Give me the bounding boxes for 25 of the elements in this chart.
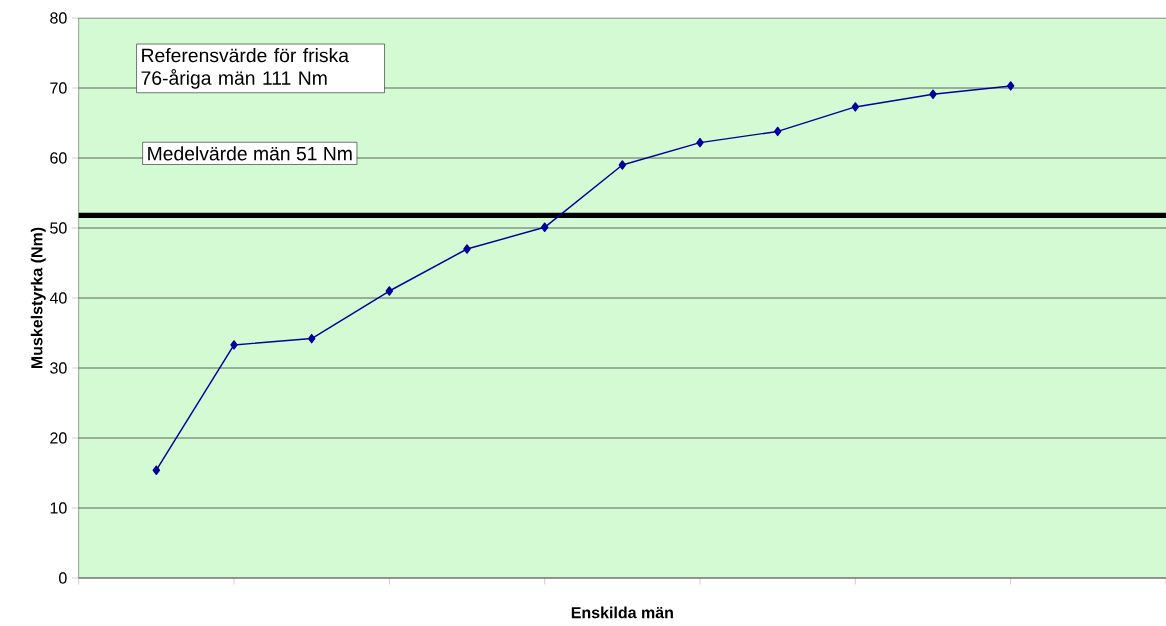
- point: [463, 244, 471, 254]
- point: [618, 160, 627, 170]
- y-tick-label: 50: [50, 222, 67, 234]
- point: [307, 333, 316, 344]
- point: [540, 222, 549, 233]
- point: [230, 340, 238, 350]
- point: [696, 137, 704, 148]
- y-tick-label: 70: [50, 82, 67, 94]
- y-tick-label: 80: [50, 12, 67, 24]
- y-tick-label: 30: [50, 362, 67, 374]
- point: [851, 102, 860, 112]
- point: [929, 89, 937, 100]
- point: [385, 286, 394, 296]
- y-tick-label: 0: [59, 572, 67, 584]
- y-tick-label: 10: [50, 502, 67, 514]
- y-tick-label: 20: [50, 432, 67, 444]
- ref-line-label: Medelvärde män 51 Nm: [148, 146, 352, 161]
- point: [152, 465, 161, 475]
- point: [773, 126, 782, 137]
- y-tick-label: 40: [49, 292, 67, 304]
- annotation: Referensvärde för friska 76-åriga män 111 Nm: [141, 48, 349, 89]
- x-axis-title: Enskilda män: [571, 606, 673, 619]
- y-tick-label: 60: [50, 152, 67, 164]
- y-axis-title: Muskelstyrka (Nm): [30, 227, 46, 369]
- point: [1006, 81, 1015, 91]
